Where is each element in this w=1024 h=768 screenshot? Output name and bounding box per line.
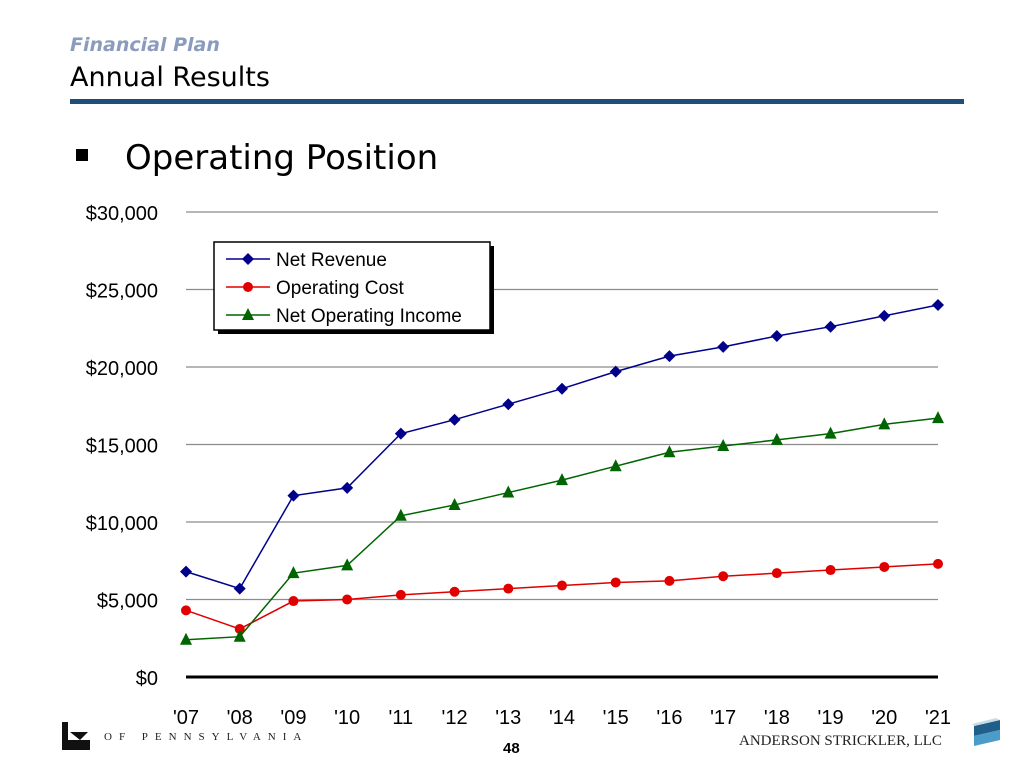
net-operating-income-point bbox=[609, 459, 622, 472]
net-operating-income-point bbox=[394, 508, 407, 521]
y-tick-label: $10,000 bbox=[86, 513, 158, 535]
net-operating-income-point bbox=[932, 411, 944, 424]
operating-cost-point bbox=[557, 580, 567, 591]
operating-cost-point bbox=[449, 586, 460, 597]
net-operating-income-point bbox=[556, 473, 568, 486]
footer-logo-text: OF PENNSYLVANIA bbox=[104, 731, 309, 743]
operating-cost-point bbox=[288, 596, 299, 607]
x-tick-label: '08 bbox=[227, 707, 253, 729]
net-revenue-point bbox=[556, 382, 568, 395]
bullet-heading: Operating Position bbox=[125, 138, 439, 178]
net-revenue-point bbox=[180, 565, 192, 578]
x-tick-label: '20 bbox=[871, 707, 897, 729]
net-operating-income-point bbox=[287, 566, 300, 579]
x-tick-label: '12 bbox=[442, 707, 468, 729]
commonwealth-logo bbox=[62, 722, 90, 750]
operating-cost-point bbox=[395, 589, 406, 600]
net-operating-income-point bbox=[341, 558, 354, 571]
y-tick-label: $25,000 bbox=[86, 281, 158, 303]
net-revenue-point bbox=[609, 365, 622, 378]
operating-cost-point bbox=[503, 583, 514, 594]
x-tick-label: '09 bbox=[280, 707, 306, 729]
net-operating-income-legend-point bbox=[242, 308, 254, 320]
net-operating-income-point bbox=[824, 426, 837, 439]
operating-cost-point bbox=[234, 623, 245, 634]
operating-cost-point bbox=[664, 575, 675, 586]
y-tick-label: $15,000 bbox=[86, 436, 158, 458]
title-divider bbox=[70, 99, 964, 104]
operating-cost-point bbox=[879, 561, 890, 572]
net-revenue-point bbox=[448, 413, 461, 426]
net-revenue-point bbox=[717, 340, 730, 353]
net-revenue-point bbox=[233, 582, 246, 595]
net-revenue-line bbox=[185, 304, 939, 590]
net-revenue-point bbox=[878, 309, 891, 322]
net-revenue-point bbox=[341, 481, 354, 494]
operating-cost-legend-point bbox=[243, 282, 253, 292]
operating-cost-point bbox=[610, 577, 621, 588]
x-tick-label: '14 bbox=[549, 707, 575, 729]
operating-cost-point bbox=[342, 594, 353, 605]
y-tick-label: $20,000 bbox=[86, 358, 158, 380]
section-title: Financial Plan bbox=[70, 34, 220, 56]
firm-name: ANDERSON STRICKLER, LLC bbox=[739, 733, 942, 749]
operating-cost-point bbox=[933, 558, 943, 569]
legend-label: Operating Cost bbox=[276, 278, 405, 299]
net-revenue-point bbox=[824, 320, 837, 333]
page-title: Annual Results bbox=[70, 62, 270, 93]
y-tick-label: $5,000 bbox=[97, 591, 158, 613]
x-tick-label: '16 bbox=[656, 707, 682, 729]
x-tick-label: '11 bbox=[389, 707, 414, 729]
page-number: 48 bbox=[503, 740, 520, 757]
x-tick-label: '19 bbox=[818, 707, 844, 729]
net-revenue-point bbox=[502, 398, 515, 411]
net-operating-income-line bbox=[185, 417, 939, 641]
net-operating-income-point bbox=[770, 432, 783, 445]
net-operating-income-point bbox=[663, 445, 676, 458]
x-tick-label: '07 bbox=[173, 707, 199, 729]
x-tick-label: '21 bbox=[925, 707, 951, 729]
net-revenue-legend-point bbox=[242, 253, 254, 265]
x-tick-label: '17 bbox=[710, 707, 736, 729]
net-operating-income-point bbox=[502, 485, 515, 498]
y-tick-label: $30,000 bbox=[86, 203, 158, 225]
net-revenue-point bbox=[663, 350, 676, 363]
legend-label: Net Operating Income bbox=[276, 306, 462, 327]
net-operating-income-point bbox=[448, 497, 461, 510]
operating-cost-line bbox=[185, 563, 939, 630]
operating-cost-point bbox=[825, 565, 836, 576]
operating-cost-point bbox=[771, 568, 782, 579]
net-operating-income-point bbox=[180, 632, 192, 645]
net-revenue-point bbox=[287, 489, 300, 502]
net-operating-income-point bbox=[878, 417, 891, 430]
operating-cost-point bbox=[718, 571, 729, 582]
net-revenue-point bbox=[394, 427, 407, 440]
net-revenue-point bbox=[770, 330, 783, 342]
legend-label: Net Revenue bbox=[276, 250, 387, 271]
x-tick-label: '10 bbox=[334, 707, 360, 729]
net-revenue-point bbox=[932, 299, 944, 311]
y-tick-label: $0 bbox=[136, 668, 158, 690]
operating-cost-point bbox=[181, 605, 191, 616]
x-tick-label: '18 bbox=[764, 707, 790, 729]
bullet-icon bbox=[76, 149, 88, 161]
net-operating-income-point bbox=[717, 439, 730, 452]
net-operating-income-point bbox=[233, 629, 246, 642]
firm-logo-icon bbox=[972, 718, 1000, 746]
x-tick-label: '13 bbox=[495, 707, 521, 729]
x-tick-label: '15 bbox=[603, 707, 629, 729]
